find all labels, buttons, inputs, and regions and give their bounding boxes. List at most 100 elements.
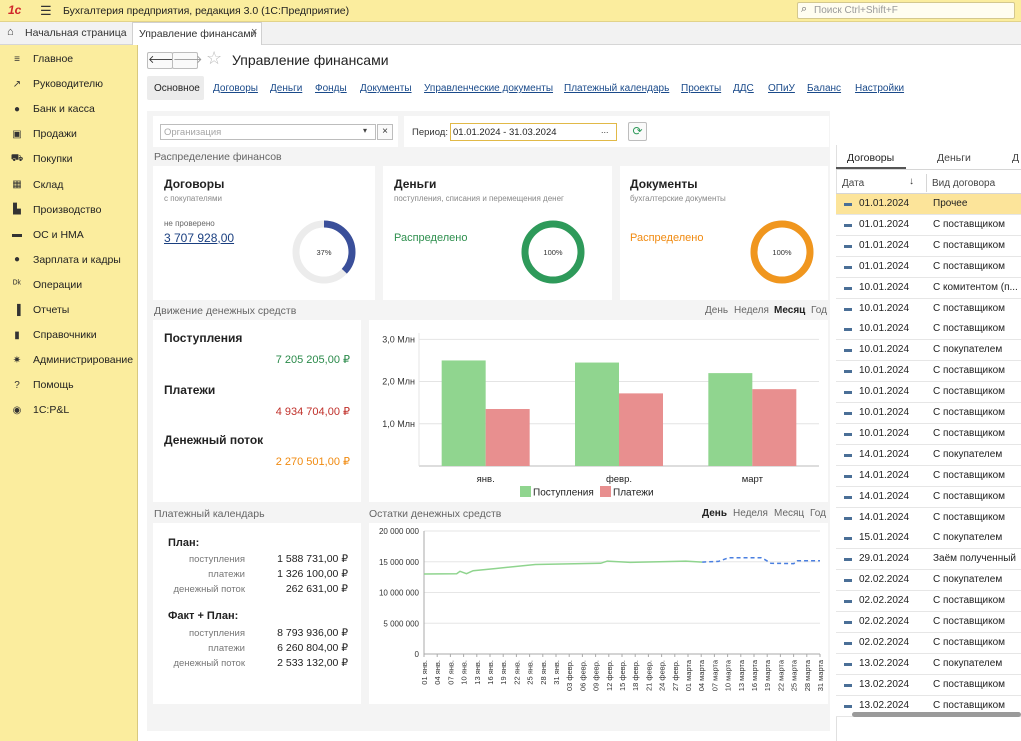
table-row[interactable]: 13.02.2024 С поставщиком: [836, 674, 1021, 696]
dropdown-arrow-icon[interactable]: ▾: [363, 126, 368, 135]
x-tick-label: 25 янв.: [526, 660, 535, 685]
global-search-input[interactable]: ⌕ Поиск Ctrl+Shift+F: [797, 2, 1015, 19]
sidebar-item-3[interactable]: ▣ Продажи: [0, 123, 137, 145]
tab-finance-management[interactable]: Управление финансами ×: [132, 22, 262, 45]
period-input[interactable]: 01.01.2024 - 31.03.2024 ...: [450, 123, 617, 141]
table-row[interactable]: 14.01.2024 С поставщиком: [836, 486, 1021, 508]
sidebar-item-10[interactable]: ▐ Отчеты: [0, 299, 137, 321]
refresh-icon: ⟳: [632, 124, 643, 138]
table-row[interactable]: 02.02.2024 С поставщиком: [836, 612, 1021, 633]
table-row[interactable]: 10.01.2024 С поставщиком: [836, 319, 1021, 341]
sidebar-item-13[interactable]: ? Помощь: [0, 374, 137, 396]
back-button[interactable]: 🡐: [147, 52, 178, 69]
sidebar-item-2[interactable]: ● Банк и касса: [0, 98, 137, 120]
tab-dds[interactable]: ДДС: [733, 83, 754, 94]
table-row[interactable]: 01.01.2024 С поставщиком: [836, 214, 1021, 236]
tab-balance[interactable]: Баланс: [807, 83, 842, 94]
sidebar-item-label: Зарплата и кадры: [33, 253, 121, 266]
tab-settings[interactable]: Настройки: [855, 83, 905, 94]
bar-receipts: [575, 362, 619, 466]
contracts-amount-link[interactable]: 3 707 928,00: [164, 231, 235, 245]
sidebar-item-0[interactable]: ≡ Главное: [0, 48, 137, 70]
col-date-header[interactable]: Дата: [842, 178, 865, 189]
row-contract-type: С поставщиком: [933, 218, 1006, 230]
cashflow-period-day[interactable]: День: [705, 305, 729, 316]
close-tab-icon[interactable]: ×: [251, 26, 258, 38]
table-row[interactable]: 02.02.2024 С поставщиком: [836, 632, 1021, 654]
book-icon: ▮: [14, 329, 20, 341]
y-tick-label: 15 000 000: [379, 558, 420, 567]
sidebar-item-8[interactable]: ● Зарплата и кадры: [0, 249, 137, 271]
organization-select[interactable]: Организация ▾: [160, 124, 376, 140]
sidebar-item-6[interactable]: ▙ Производство: [0, 199, 137, 221]
table-row[interactable]: 10.01.2024 С комитентом (п...: [836, 277, 1021, 299]
tab-contracts[interactable]: Договоры: [213, 83, 258, 94]
money-card[interactable]: Деньги поступления, списания и перемещен…: [383, 166, 612, 300]
table-row[interactable]: 14.01.2024 С поставщиком: [836, 465, 1021, 487]
documents-card[interactable]: Документы бухгалтерские документы Распре…: [620, 166, 828, 300]
sidebar-item-4[interactable]: ⛟ Покупки: [0, 148, 137, 170]
col-contract-type-header[interactable]: Вид договора: [932, 178, 996, 189]
tab-payment-calendar[interactable]: Платежный календарь: [564, 83, 670, 94]
table-row[interactable]: 10.01.2024 С покупателем: [836, 340, 1021, 362]
sidebar-item-label: Производство: [33, 203, 102, 216]
table-row[interactable]: 01.01.2024 Прочее: [836, 194, 1021, 215]
sort-desc-icon[interactable]: ↓: [909, 176, 914, 187]
contract-row-icon: [844, 370, 852, 374]
table-row[interactable]: 01.01.2024 С поставщиком: [836, 235, 1021, 257]
1c-logo-icon[interactable]: 1с: [8, 3, 22, 17]
table-row[interactable]: 10.01.2024 С поставщиком: [836, 382, 1021, 404]
bar-payments: [485, 409, 530, 466]
table-row[interactable]: 10.01.2024 С поставщиком: [836, 298, 1021, 320]
row-contract-type: С поставщиком: [933, 469, 1006, 481]
balances-period-year[interactable]: Год: [810, 508, 826, 519]
right-tab-money[interactable]: Деньги: [937, 152, 971, 164]
balances-period-week[interactable]: Неделя: [733, 508, 768, 519]
sidebar-item-12[interactable]: ✷ Администрирование: [0, 349, 137, 371]
contract-row-icon: [844, 307, 852, 311]
table-row[interactable]: 14.01.2024 С поставщиком: [836, 507, 1021, 529]
period-select-button[interactable]: ...: [601, 125, 609, 135]
horizontal-scrollbar[interactable]: [852, 712, 1021, 717]
sidebar-item-5[interactable]: ▦ Склад: [0, 174, 137, 196]
table-row[interactable]: 13.02.2024 С покупателем: [836, 653, 1021, 675]
right-tab-contracts[interactable]: Договоры: [847, 152, 895, 164]
tab-home[interactable]: ⌂ Начальная страница: [0, 22, 130, 44]
sidebar-item-label: Покупки: [33, 153, 73, 166]
cashflow-period-month[interactable]: Месяц: [774, 305, 806, 316]
sidebar-item-7[interactable]: ▬ ОС и НМА: [0, 224, 137, 246]
tab-documents[interactable]: Документы: [360, 83, 412, 94]
forward-button[interactable]: 🡒: [172, 52, 203, 69]
tab-money[interactable]: Деньги: [270, 83, 303, 94]
table-row[interactable]: 14.01.2024 С покупателем: [836, 444, 1021, 466]
right-tab-documents[interactable]: Д: [1012, 152, 1020, 164]
table-row[interactable]: 10.01.2024 С поставщиком: [836, 423, 1021, 445]
plan-payments-value: 1 326 100,00 ₽: [277, 568, 348, 580]
main-menu-icon[interactable]: ☰: [40, 3, 52, 18]
cashflow-period-week[interactable]: Неделя: [734, 305, 769, 316]
tab-main[interactable]: Основное: [147, 76, 204, 100]
tab-management-documents[interactable]: Управленческие документы: [424, 83, 554, 94]
row-date: 10.01.2024: [859, 344, 910, 356]
sidebar-item-11[interactable]: ▮ Справочники: [0, 324, 137, 346]
table-row[interactable]: 02.02.2024 С покупателем: [836, 570, 1021, 592]
balances-period-day[interactable]: День: [702, 508, 727, 519]
clear-organization-button[interactable]: ×: [377, 124, 393, 140]
table-row[interactable]: 02.02.2024 С поставщиком: [836, 591, 1021, 613]
tab-projects[interactable]: Проекты: [681, 83, 722, 94]
table-row[interactable]: 29.01.2024 Заём полученный: [836, 549, 1021, 571]
favorite-star-icon[interactable]: ☆: [206, 48, 223, 68]
sidebar-item-9[interactable]: ᴰᵏ Операции: [0, 274, 137, 296]
tab-funds[interactable]: Фонды: [315, 83, 347, 94]
table-row[interactable]: 10.01.2024 С поставщиком: [836, 361, 1021, 383]
sidebar-item-14[interactable]: ◉ 1С:P&L: [0, 399, 137, 421]
table-row[interactable]: 01.01.2024 С поставщиком: [836, 256, 1021, 278]
refresh-button[interactable]: ⟳: [628, 122, 647, 141]
balances-period-month[interactable]: Месяц: [774, 508, 805, 519]
table-row[interactable]: 15.01.2024 С покупателем: [836, 528, 1021, 550]
cashflow-period-year[interactable]: Год: [811, 305, 827, 316]
tab-opiu[interactable]: ОПиУ: [768, 83, 795, 94]
table-row[interactable]: 10.01.2024 С поставщиком: [836, 403, 1021, 424]
sidebar-item-1[interactable]: ↗ Руководителю: [0, 73, 137, 95]
contracts-card[interactable]: Договоры с покупателями не проверено 3 7…: [153, 166, 375, 300]
